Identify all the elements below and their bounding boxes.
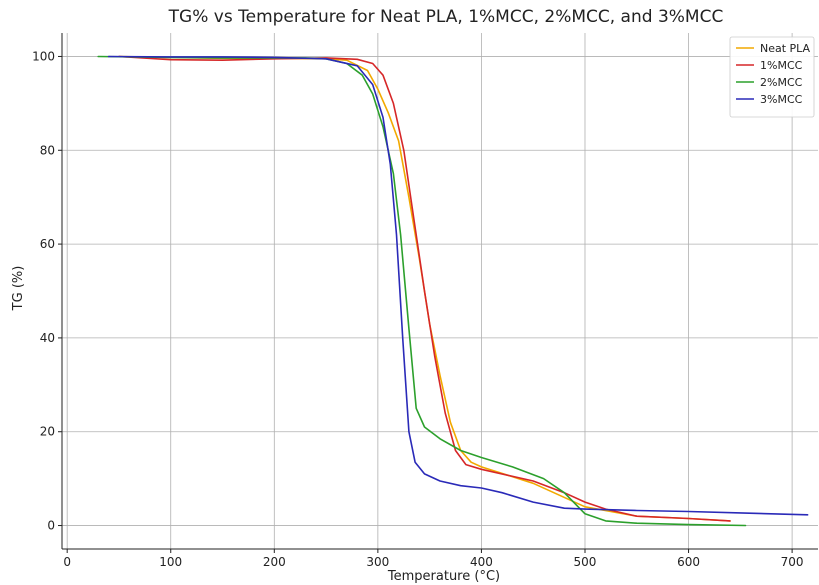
y-tick-label: 80 [40,143,55,157]
x-tick-label: 400 [470,555,493,569]
y-tick-label: 40 [40,331,55,345]
y-axis-label: TG (%) [11,266,26,312]
x-tick-label: 500 [574,555,597,569]
y-tick-label: 100 [32,49,55,63]
legend: Neat PLA 1%MCC 2%MCC 3%MCC [729,36,815,118]
y-tick-label: 20 [40,425,55,439]
chart-title: TG% vs Temperature for Neat PLA, 1%MCC, … [168,7,724,27]
axes: 0 100 200 300 400 500 600 700 0 20 40 60 80 100 [32,33,818,569]
x-axis-label: Temperature (°C) [387,569,500,584]
x-tick-label: 0 [63,555,71,569]
legend-entry: Neat PLA [760,42,811,55]
y-tick-label: 60 [40,237,55,251]
legend-box [729,36,815,118]
y-tick-label: 0 [47,519,55,533]
series-lines [97,55,809,527]
grid [62,33,818,549]
x-tick-label: 600 [677,555,700,569]
legend-entry: 2%MCC [760,76,803,89]
series-line-3-mcc [107,55,809,516]
x-tick-label: 200 [263,555,286,569]
x-tick-label: 100 [159,555,182,569]
legend-entry: 1%MCC [760,59,803,72]
x-tick-label: 300 [366,555,389,569]
series-line-1-mcc [118,55,731,522]
legend-entry: 3%MCC [760,93,803,106]
series-line-2-mcc [97,55,747,527]
x-tick-label: 700 [781,555,804,569]
